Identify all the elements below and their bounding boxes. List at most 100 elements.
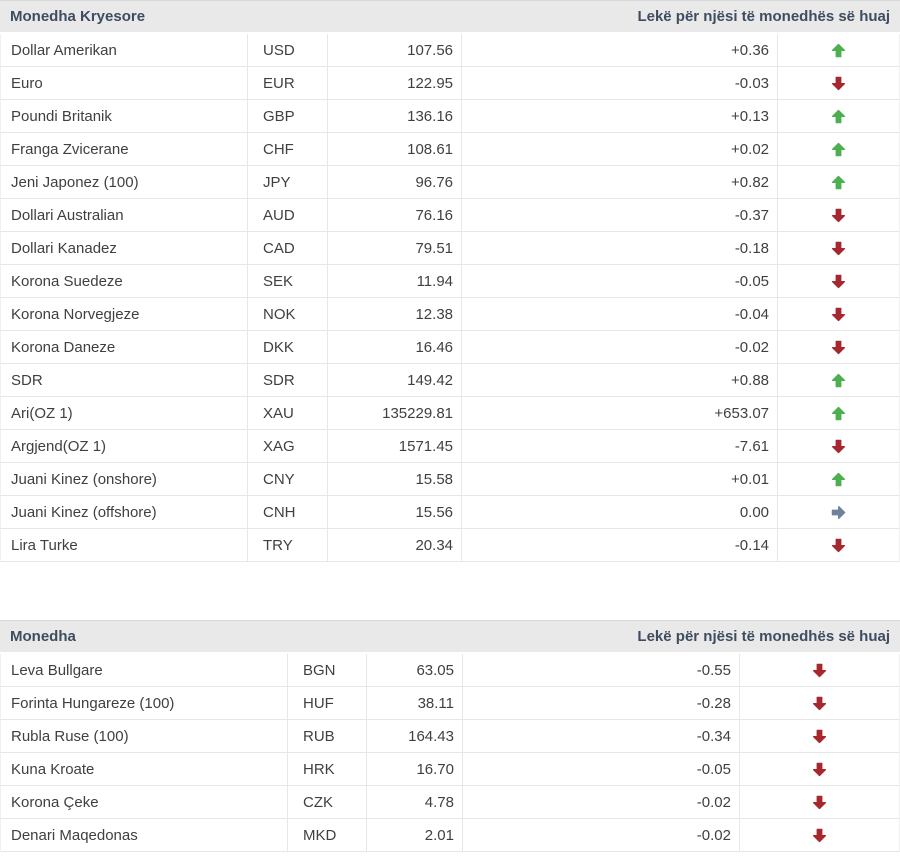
currency-row: Korona Norvegjeze NOK 12.38 -0.04 (0, 298, 900, 331)
currency-row: Franga Zvicerane CHF 108.61 +0.02 (0, 133, 900, 166)
currency-name: Lira Turke (0, 529, 248, 562)
currency-name: Euro (0, 67, 248, 100)
currency-row: Kuna Kroate HRK 16.70 -0.05 (0, 753, 900, 786)
trend-cell (778, 298, 900, 331)
currency-row: Dollari Kanadez CAD 79.51 -0.18 (0, 232, 900, 265)
currency-name: Franga Zvicerane (0, 133, 248, 166)
exchange-rate: 164.43 (367, 720, 463, 753)
exchange-rate: 38.11 (367, 687, 463, 720)
currency-row: Ari(OZ 1) XAU 135229.81 +653.07 (0, 397, 900, 430)
trend-cell (778, 331, 900, 364)
down-arrow-icon (812, 762, 827, 777)
currency-name: Jeni Japonez (100) (0, 166, 248, 199)
currency-code: EUR (248, 67, 329, 100)
exchange-rate: 96.76 (328, 166, 463, 199)
currency-code: JPY (248, 166, 329, 199)
trend-cell (740, 720, 900, 753)
rate-change: -0.02 (463, 786, 740, 819)
currency-row: Juani Kinez (onshore) CNY 15.58 +0.01 (0, 463, 900, 496)
table-title: Monedha Kryesore (0, 0, 329, 34)
rate-change: +0.36 (462, 34, 779, 67)
rate-change: -0.03 (462, 67, 779, 100)
currency-code: TRY (248, 529, 329, 562)
down-arrow-icon (831, 274, 846, 289)
currency-row: SDR SDR 149.42 +0.88 (0, 364, 900, 397)
trend-cell (778, 199, 900, 232)
exchange-rate: 15.58 (328, 463, 463, 496)
exchange-rate: 15.56 (328, 496, 463, 529)
rate-change: -0.05 (463, 753, 740, 786)
currency-row: Leva Bullgare BGN 63.05 -0.55 (0, 654, 900, 687)
exchange-rate: 63.05 (367, 654, 463, 687)
up-arrow-icon (831, 109, 846, 124)
trend-cell (778, 166, 900, 199)
up-arrow-icon (831, 142, 846, 157)
trend-cell (778, 496, 900, 529)
currency-name: Poundi Britanik (0, 100, 248, 133)
down-arrow-icon (831, 241, 846, 256)
rate-change: +0.02 (462, 133, 779, 166)
currency-name: SDR (0, 364, 248, 397)
down-arrow-icon (831, 538, 846, 553)
currency-row: Korona Çeke CZK 4.78 -0.02 (0, 786, 900, 819)
currency-row: Poundi Britanik GBP 136.16 +0.13 (0, 100, 900, 133)
trend-cell (778, 67, 900, 100)
currency-name: Korona Çeke (0, 786, 288, 819)
down-arrow-icon (831, 76, 846, 91)
exchange-rate: 16.70 (367, 753, 463, 786)
currency-code: GBP (248, 100, 329, 133)
currency-row: Argjend(OZ 1) XAG 1571.45 -7.61 (0, 430, 900, 463)
rate-change: -0.28 (463, 687, 740, 720)
exchange-rate: 79.51 (328, 232, 463, 265)
other-currencies-table: Monedha Lekë për njësi të monedhës së hu… (0, 620, 900, 852)
rate-change: +0.88 (462, 364, 779, 397)
exchange-rate: 16.46 (328, 331, 463, 364)
currency-name: Dollari Kanadez (0, 232, 248, 265)
currency-name: Dollar Amerikan (0, 34, 248, 67)
currency-name: Korona Suedeze (0, 265, 248, 298)
exchange-rate: 11.94 (328, 265, 463, 298)
up-arrow-icon (831, 406, 846, 421)
rate-change: -0.05 (462, 265, 779, 298)
trend-cell (740, 753, 900, 786)
currency-code: CHF (248, 133, 329, 166)
currency-name: Argjend(OZ 1) (0, 430, 248, 463)
trend-cell (740, 786, 900, 819)
rate-change: -0.55 (463, 654, 740, 687)
exchange-rate: 20.34 (328, 529, 463, 562)
currency-code: XAU (248, 397, 329, 430)
currency-code: CZK (288, 786, 367, 819)
exchange-rate: 76.16 (328, 199, 463, 232)
currency-row: Juani Kinez (offshore) CNH 15.56 0.00 (0, 496, 900, 529)
unit-label: Lekë për njësi të monedhës së huaj (367, 620, 900, 654)
currency-name: Forinta Hungareze (100) (0, 687, 288, 720)
rate-change: +0.82 (462, 166, 779, 199)
currency-name: Rubla Ruse (100) (0, 720, 288, 753)
trend-cell (778, 364, 900, 397)
table-title: Monedha (0, 620, 367, 654)
rate-change: 0.00 (462, 496, 779, 529)
up-arrow-icon (831, 472, 846, 487)
currency-row: Korona Daneze DKK 16.46 -0.02 (0, 331, 900, 364)
currency-code: NOK (248, 298, 329, 331)
currency-code: SDR (248, 364, 329, 397)
currency-row: Denari Maqedonas MKD 2.01 -0.02 (0, 819, 900, 852)
rate-change: -0.34 (463, 720, 740, 753)
trend-cell (778, 529, 900, 562)
exchange-rate: 107.56 (328, 34, 463, 67)
trend-cell (778, 133, 900, 166)
rate-change: -0.18 (462, 232, 779, 265)
currency-row: Jeni Japonez (100) JPY 96.76 +0.82 (0, 166, 900, 199)
trend-cell (778, 430, 900, 463)
currency-code: USD (248, 34, 329, 67)
currency-row: Euro EUR 122.95 -0.03 (0, 67, 900, 100)
down-arrow-icon (831, 307, 846, 322)
exchange-rate: 2.01 (367, 819, 463, 852)
down-arrow-icon (812, 828, 827, 843)
rate-change: -0.02 (462, 331, 779, 364)
rate-change: -7.61 (462, 430, 779, 463)
currency-row: Forinta Hungareze (100) HUF 38.11 -0.28 (0, 687, 900, 720)
exchange-rate: 136.16 (328, 100, 463, 133)
currency-row: Dollari Australian AUD 76.16 -0.37 (0, 199, 900, 232)
rate-change: -0.37 (462, 199, 779, 232)
